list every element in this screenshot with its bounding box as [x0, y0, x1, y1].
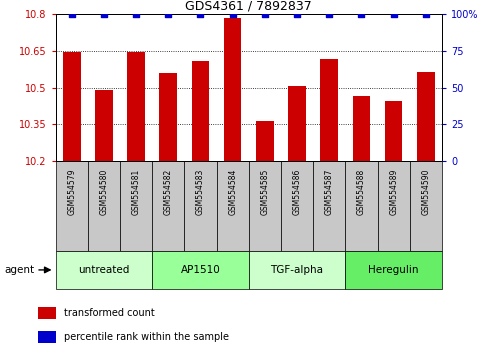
Bar [127, 52, 145, 161]
Text: GSM554589: GSM554589 [389, 168, 398, 215]
Bar [88, 161, 120, 251]
Bar [38, 331, 56, 343]
Text: GSM554580: GSM554580 [99, 168, 108, 215]
Bar [385, 101, 402, 161]
Text: GSM554581: GSM554581 [131, 168, 141, 215]
Text: GSM554590: GSM554590 [421, 168, 430, 215]
Point [422, 11, 430, 17]
Bar [288, 86, 306, 161]
Text: AP1510: AP1510 [181, 265, 220, 275]
Bar [224, 18, 242, 161]
Point [197, 11, 204, 17]
Point [326, 11, 333, 17]
Bar [185, 161, 216, 251]
Point [164, 11, 172, 17]
Bar [38, 307, 56, 319]
Bar [192, 61, 209, 161]
Bar [345, 251, 442, 289]
Title: GDS4361 / 7892837: GDS4361 / 7892837 [185, 0, 312, 13]
Bar [256, 121, 274, 161]
Bar [56, 161, 88, 251]
Point [132, 11, 140, 17]
Point [100, 11, 108, 17]
Text: Heregulin: Heregulin [369, 265, 419, 275]
Bar [95, 90, 113, 161]
Bar [313, 161, 345, 251]
Bar [120, 161, 152, 251]
Bar [281, 161, 313, 251]
Bar [353, 96, 370, 161]
Point [68, 11, 75, 17]
Bar [152, 161, 185, 251]
Text: GSM554586: GSM554586 [293, 168, 301, 215]
Text: transformed count: transformed count [64, 308, 155, 318]
Point [229, 11, 237, 17]
Bar [152, 251, 249, 289]
Text: GSM554583: GSM554583 [196, 168, 205, 215]
Text: agent: agent [4, 265, 35, 275]
Bar [410, 161, 442, 251]
Text: TGF-alpha: TGF-alpha [270, 265, 324, 275]
Bar [378, 161, 410, 251]
Text: percentile rank within the sample: percentile rank within the sample [64, 332, 229, 342]
Text: GSM554588: GSM554588 [357, 168, 366, 215]
Bar [63, 52, 81, 161]
Point [357, 11, 365, 17]
Text: GSM554579: GSM554579 [67, 168, 76, 215]
Bar [320, 59, 338, 161]
Bar [345, 161, 378, 251]
Bar [249, 251, 345, 289]
Bar [249, 161, 281, 251]
Point [261, 11, 269, 17]
Point [293, 11, 301, 17]
Bar [159, 73, 177, 161]
Bar [56, 251, 152, 289]
Point [390, 11, 398, 17]
Bar [417, 72, 435, 161]
Text: GSM554585: GSM554585 [260, 168, 270, 215]
Text: GSM554584: GSM554584 [228, 168, 237, 215]
Text: GSM554582: GSM554582 [164, 168, 173, 215]
Text: untreated: untreated [78, 265, 129, 275]
Bar [216, 161, 249, 251]
Text: GSM554587: GSM554587 [325, 168, 334, 215]
